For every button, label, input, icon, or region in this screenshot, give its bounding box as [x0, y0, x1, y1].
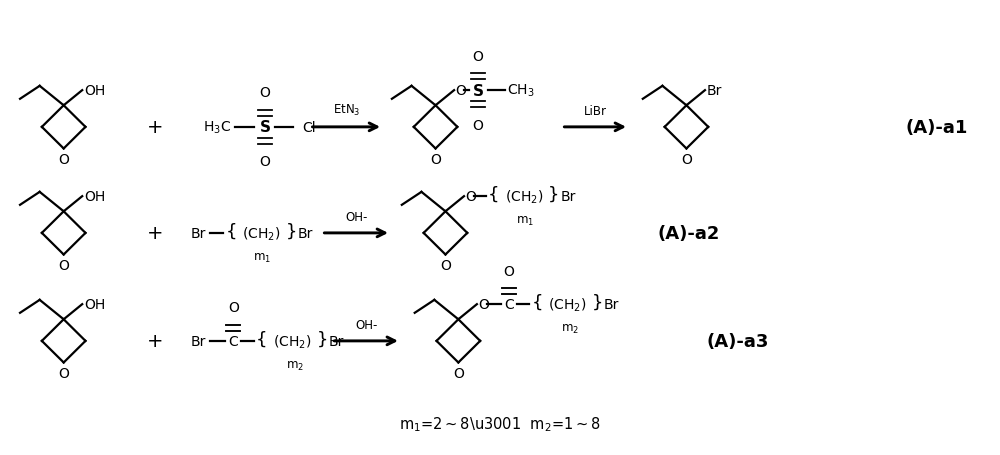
Text: OH-: OH- — [355, 318, 377, 331]
Text: (A)-a1: (A)-a1 — [905, 119, 968, 136]
Text: {: { — [225, 222, 237, 240]
Text: +: + — [147, 118, 163, 137]
Text: LiBr: LiBr — [584, 105, 607, 118]
Text: C: C — [228, 334, 238, 348]
Text: m$_2$: m$_2$ — [286, 359, 304, 372]
Text: OH-: OH- — [345, 211, 367, 223]
Text: {: { — [488, 186, 499, 204]
Text: Cl: Cl — [303, 121, 316, 135]
Text: EtN$_3$: EtN$_3$ — [333, 103, 360, 118]
Text: O: O — [455, 84, 466, 98]
Text: O: O — [260, 155, 270, 169]
Text: +: + — [147, 332, 163, 351]
Text: Br: Br — [328, 334, 344, 348]
Text: O: O — [681, 153, 692, 167]
Text: Br: Br — [191, 227, 206, 240]
Text: CH$_3$: CH$_3$ — [507, 83, 534, 99]
Text: }: } — [286, 222, 297, 240]
Text: S: S — [472, 83, 483, 98]
Text: (CH$_2$): (CH$_2$) — [273, 333, 311, 350]
Text: C: C — [504, 298, 514, 312]
Text: O: O — [478, 298, 489, 312]
Text: OH: OH — [84, 190, 105, 204]
Text: +: + — [147, 224, 163, 243]
Text: O: O — [472, 50, 483, 64]
Text: (A)-a3: (A)-a3 — [707, 332, 769, 350]
Text: H$_3$C: H$_3$C — [203, 119, 231, 136]
Text: m$_2$: m$_2$ — [561, 322, 579, 335]
Text: O: O — [430, 153, 441, 167]
Text: O: O — [503, 264, 514, 278]
Text: O: O — [472, 118, 483, 132]
Text: {: { — [256, 330, 268, 348]
Text: O: O — [440, 259, 451, 273]
Text: }: } — [548, 186, 560, 204]
Text: {: { — [531, 293, 543, 312]
Text: (A)-a2: (A)-a2 — [657, 224, 720, 243]
Text: O: O — [465, 190, 476, 204]
Text: (CH$_2$): (CH$_2$) — [242, 225, 281, 242]
Text: }: } — [592, 293, 603, 312]
Text: O: O — [58, 153, 69, 167]
Text: OH: OH — [84, 298, 105, 312]
Text: S: S — [259, 120, 270, 135]
Text: m$_1$: m$_1$ — [516, 214, 535, 228]
Text: Br: Br — [707, 84, 722, 98]
Text: O: O — [58, 259, 69, 273]
Text: Br: Br — [560, 190, 576, 204]
Text: O: O — [58, 367, 69, 380]
Text: m$_1$=2$\sim$8\u3001  m$_2$=1$\sim$8: m$_1$=2$\sim$8\u3001 m$_2$=1$\sim$8 — [399, 414, 601, 433]
Text: Br: Br — [298, 227, 313, 240]
Text: O: O — [260, 86, 270, 100]
Text: OH: OH — [84, 84, 105, 98]
Text: m$_1$: m$_1$ — [253, 251, 271, 264]
Text: }: } — [317, 330, 328, 348]
Text: O: O — [228, 301, 239, 315]
Text: O: O — [453, 367, 464, 380]
Text: (CH$_2$): (CH$_2$) — [505, 188, 543, 205]
Text: Br: Br — [604, 298, 619, 312]
Text: Br: Br — [191, 334, 206, 348]
Text: (CH$_2$): (CH$_2$) — [548, 296, 587, 313]
